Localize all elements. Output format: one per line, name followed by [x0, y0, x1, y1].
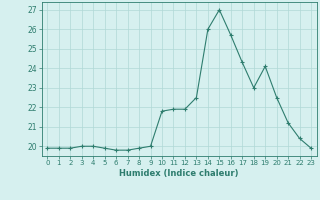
- X-axis label: Humidex (Indice chaleur): Humidex (Indice chaleur): [119, 169, 239, 178]
